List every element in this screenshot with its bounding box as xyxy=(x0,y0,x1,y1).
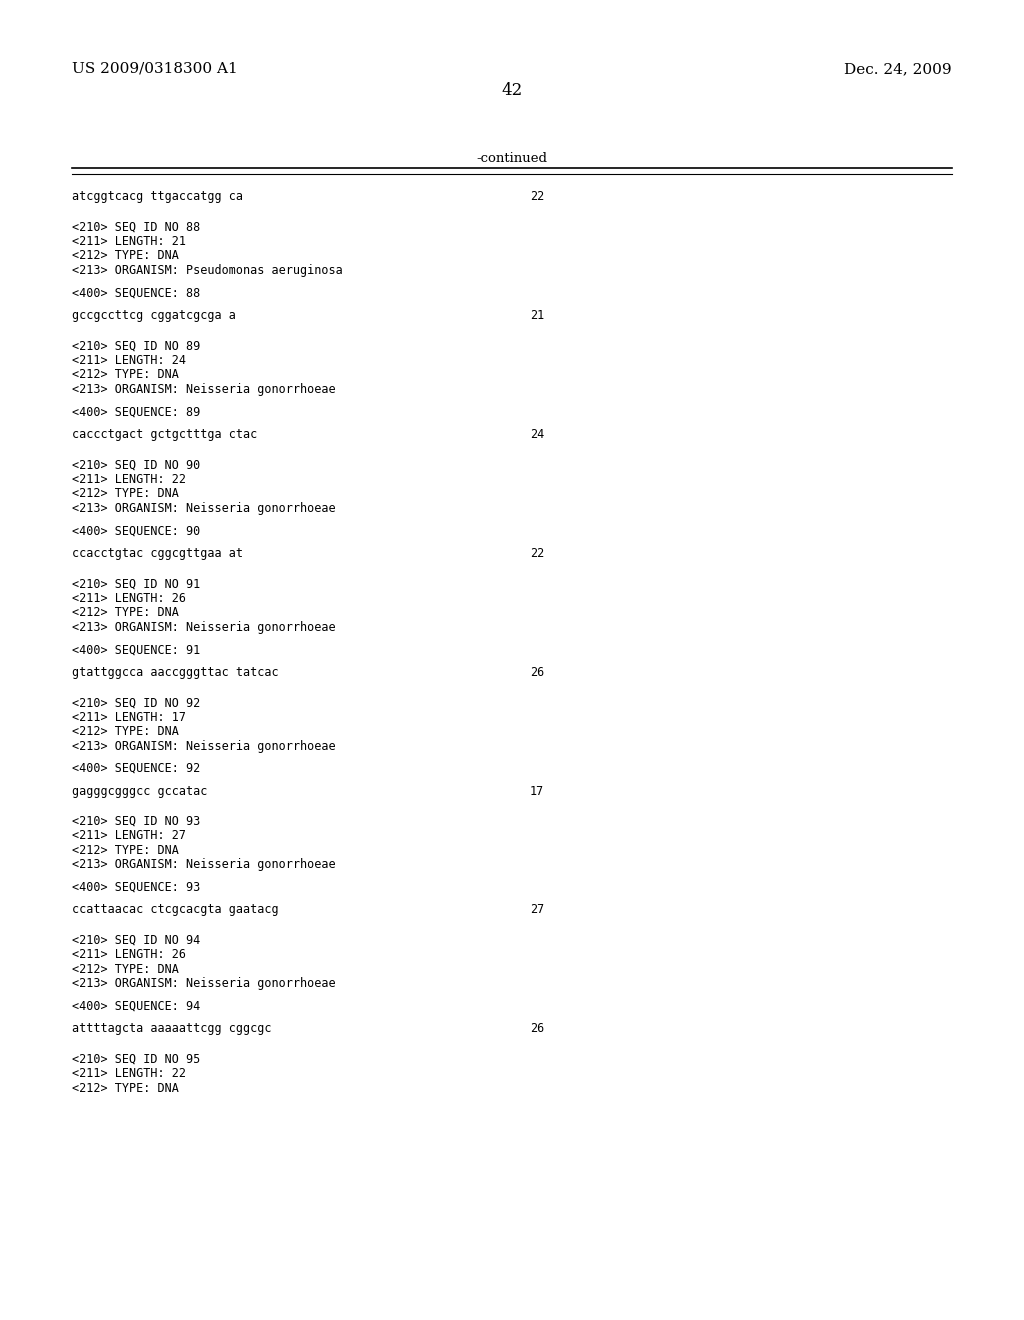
Text: atcggtcacg ttgaccatgg ca: atcggtcacg ttgaccatgg ca xyxy=(72,190,243,203)
Text: US 2009/0318300 A1: US 2009/0318300 A1 xyxy=(72,62,238,77)
Text: <212> TYPE: DNA: <212> TYPE: DNA xyxy=(72,725,179,738)
Text: <213> ORGANISM: Neisseria gonorrhoeae: <213> ORGANISM: Neisseria gonorrhoeae xyxy=(72,739,336,752)
Text: <213> ORGANISM: Neisseria gonorrhoeae: <213> ORGANISM: Neisseria gonorrhoeae xyxy=(72,977,336,990)
Text: <400> SEQUENCE: 93: <400> SEQUENCE: 93 xyxy=(72,880,201,894)
Text: <210> SEQ ID NO 94: <210> SEQ ID NO 94 xyxy=(72,933,201,946)
Text: caccctgact gctgctttga ctac: caccctgact gctgctttga ctac xyxy=(72,428,257,441)
Text: <211> LENGTH: 21: <211> LENGTH: 21 xyxy=(72,235,186,248)
Text: <211> LENGTH: 17: <211> LENGTH: 17 xyxy=(72,710,186,723)
Text: 22: 22 xyxy=(530,190,544,203)
Text: gtattggcca aaccgggttac tatcac: gtattggcca aaccgggttac tatcac xyxy=(72,665,279,678)
Text: <212> TYPE: DNA: <212> TYPE: DNA xyxy=(72,606,179,619)
Text: <211> LENGTH: 27: <211> LENGTH: 27 xyxy=(72,829,186,842)
Text: <211> LENGTH: 26: <211> LENGTH: 26 xyxy=(72,948,186,961)
Text: gccgccttcg cggatcgcga a: gccgccttcg cggatcgcga a xyxy=(72,309,236,322)
Text: ccattaacac ctcgcacgta gaatacg: ccattaacac ctcgcacgta gaatacg xyxy=(72,903,279,916)
Text: 26: 26 xyxy=(530,665,544,678)
Text: <210> SEQ ID NO 89: <210> SEQ ID NO 89 xyxy=(72,339,201,352)
Text: gagggcgggcc gccatac: gagggcgggcc gccatac xyxy=(72,784,208,797)
Text: <211> LENGTH: 22: <211> LENGTH: 22 xyxy=(72,473,186,486)
Text: <211> LENGTH: 22: <211> LENGTH: 22 xyxy=(72,1068,186,1080)
Text: <211> LENGTH: 26: <211> LENGTH: 26 xyxy=(72,591,186,605)
Text: <212> TYPE: DNA: <212> TYPE: DNA xyxy=(72,1082,179,1094)
Text: Dec. 24, 2009: Dec. 24, 2009 xyxy=(845,62,952,77)
Text: -continued: -continued xyxy=(476,152,548,165)
Text: <400> SEQUENCE: 94: <400> SEQUENCE: 94 xyxy=(72,999,201,1012)
Text: 27: 27 xyxy=(530,903,544,916)
Text: <213> ORGANISM: Neisseria gonorrhoeae: <213> ORGANISM: Neisseria gonorrhoeae xyxy=(72,858,336,871)
Text: 24: 24 xyxy=(530,428,544,441)
Text: <212> TYPE: DNA: <212> TYPE: DNA xyxy=(72,843,179,857)
Text: <212> TYPE: DNA: <212> TYPE: DNA xyxy=(72,487,179,500)
Text: <210> SEQ ID NO 92: <210> SEQ ID NO 92 xyxy=(72,696,201,709)
Text: 26: 26 xyxy=(530,1022,544,1035)
Text: <210> SEQ ID NO 93: <210> SEQ ID NO 93 xyxy=(72,814,201,828)
Text: <210> SEQ ID NO 91: <210> SEQ ID NO 91 xyxy=(72,577,201,590)
Text: <212> TYPE: DNA: <212> TYPE: DNA xyxy=(72,368,179,381)
Text: ccacctgtac cggcgttgaa at: ccacctgtac cggcgttgaa at xyxy=(72,546,243,560)
Text: <400> SEQUENCE: 89: <400> SEQUENCE: 89 xyxy=(72,405,201,418)
Text: 42: 42 xyxy=(502,82,522,99)
Text: <210> SEQ ID NO 88: <210> SEQ ID NO 88 xyxy=(72,220,201,234)
Text: <400> SEQUENCE: 91: <400> SEQUENCE: 91 xyxy=(72,643,201,656)
Text: <210> SEQ ID NO 95: <210> SEQ ID NO 95 xyxy=(72,1053,201,1065)
Text: 22: 22 xyxy=(530,546,544,560)
Text: <400> SEQUENCE: 90: <400> SEQUENCE: 90 xyxy=(72,524,201,537)
Text: <213> ORGANISM: Neisseria gonorrhoeae: <213> ORGANISM: Neisseria gonorrhoeae xyxy=(72,383,336,396)
Text: <212> TYPE: DNA: <212> TYPE: DNA xyxy=(72,249,179,263)
Text: <213> ORGANISM: Neisseria gonorrhoeae: <213> ORGANISM: Neisseria gonorrhoeae xyxy=(72,620,336,634)
Text: <213> ORGANISM: Neisseria gonorrhoeae: <213> ORGANISM: Neisseria gonorrhoeae xyxy=(72,502,336,515)
Text: <210> SEQ ID NO 90: <210> SEQ ID NO 90 xyxy=(72,458,201,471)
Text: <213> ORGANISM: Pseudomonas aeruginosa: <213> ORGANISM: Pseudomonas aeruginosa xyxy=(72,264,343,277)
Text: attttagcta aaaaattcgg cggcgc: attttagcta aaaaattcgg cggcgc xyxy=(72,1022,271,1035)
Text: 17: 17 xyxy=(530,784,544,797)
Text: <400> SEQUENCE: 88: <400> SEQUENCE: 88 xyxy=(72,286,201,300)
Text: <211> LENGTH: 24: <211> LENGTH: 24 xyxy=(72,354,186,367)
Text: 21: 21 xyxy=(530,309,544,322)
Text: <400> SEQUENCE: 92: <400> SEQUENCE: 92 xyxy=(72,762,201,775)
Text: <212> TYPE: DNA: <212> TYPE: DNA xyxy=(72,962,179,975)
